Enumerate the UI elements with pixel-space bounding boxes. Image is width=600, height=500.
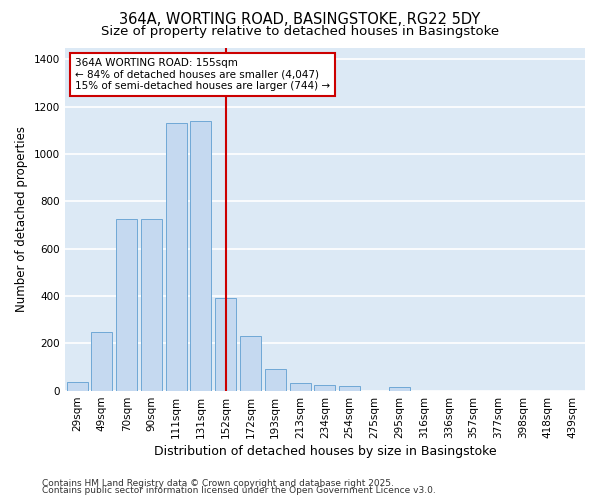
Text: Contains HM Land Registry data © Crown copyright and database right 2025.: Contains HM Land Registry data © Crown c… — [42, 478, 394, 488]
Bar — [265, 370, 286, 390]
Bar — [116, 219, 137, 390]
Bar — [215, 298, 236, 390]
Text: Contains public sector information licensed under the Open Government Licence v3: Contains public sector information licen… — [42, 486, 436, 495]
Text: Size of property relative to detached houses in Basingstoke: Size of property relative to detached ho… — [101, 25, 499, 38]
X-axis label: Distribution of detached houses by size in Basingstoke: Distribution of detached houses by size … — [154, 444, 496, 458]
Bar — [389, 387, 410, 390]
Bar — [339, 386, 360, 390]
Bar — [141, 219, 162, 390]
Bar — [314, 386, 335, 390]
Bar — [290, 384, 311, 390]
Y-axis label: Number of detached properties: Number of detached properties — [15, 126, 28, 312]
Bar — [91, 332, 112, 390]
Bar — [67, 382, 88, 390]
Bar — [190, 121, 211, 390]
Text: 364A WORTING ROAD: 155sqm
← 84% of detached houses are smaller (4,047)
15% of se: 364A WORTING ROAD: 155sqm ← 84% of detac… — [75, 58, 330, 91]
Text: 364A, WORTING ROAD, BASINGSTOKE, RG22 5DY: 364A, WORTING ROAD, BASINGSTOKE, RG22 5D… — [119, 12, 481, 28]
Bar — [240, 336, 261, 390]
Bar — [166, 123, 187, 390]
